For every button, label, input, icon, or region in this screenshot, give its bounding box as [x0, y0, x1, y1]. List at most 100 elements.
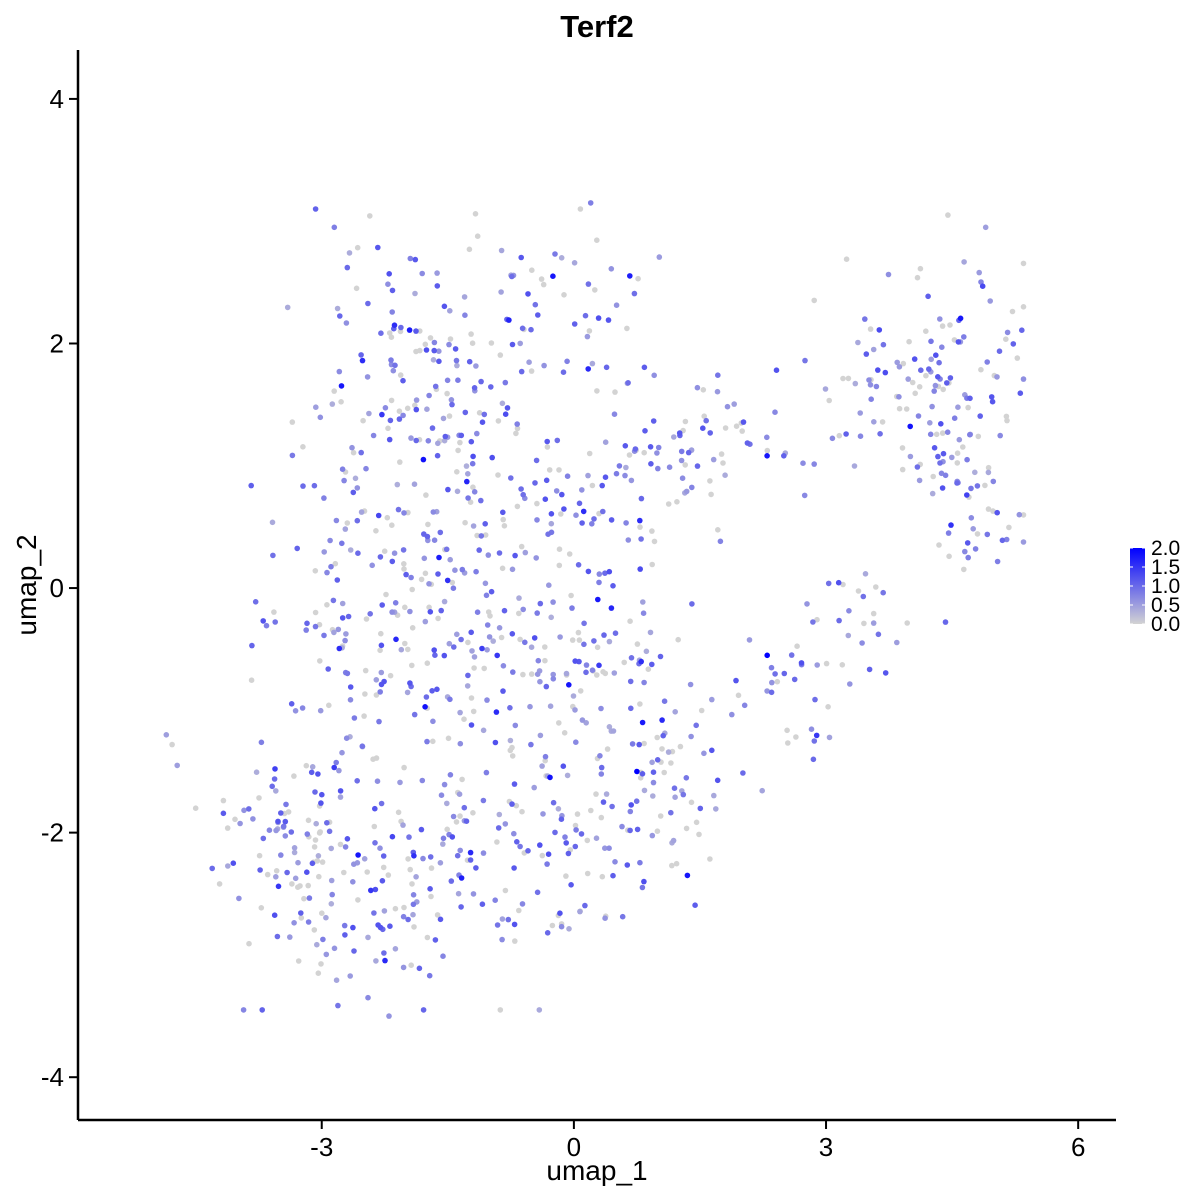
cell-point — [502, 411, 509, 418]
cell-point — [500, 688, 506, 694]
cell-point — [846, 608, 852, 614]
cell-point — [502, 379, 509, 386]
cell-point — [493, 709, 500, 715]
cell-point — [444, 826, 451, 833]
cell-point — [425, 521, 431, 528]
cell-point — [985, 469, 992, 476]
cell-point — [972, 546, 979, 552]
cell-point — [317, 829, 324, 835]
cell-point — [556, 562, 563, 569]
cell-point — [485, 552, 492, 558]
cell-point — [584, 837, 591, 844]
cell-point — [545, 531, 551, 537]
cell-point — [458, 904, 464, 910]
cell-point — [495, 825, 502, 831]
cell-point — [637, 566, 643, 572]
cell-point — [447, 308, 453, 314]
cell-point — [940, 450, 947, 457]
cell-point — [641, 449, 647, 456]
cell-point — [390, 367, 397, 374]
cell-point — [547, 774, 553, 781]
cell-point — [434, 452, 441, 459]
cell-point — [331, 224, 338, 231]
cell-point — [550, 799, 557, 806]
cell-point — [444, 800, 450, 807]
cell-point — [709, 747, 715, 754]
cell-point — [431, 647, 438, 653]
cell-point — [413, 874, 419, 880]
cell-point — [413, 328, 419, 334]
cell-point — [465, 495, 471, 501]
cell-point — [967, 395, 973, 402]
cell-point — [478, 378, 484, 385]
cell-point — [448, 397, 455, 403]
cell-point — [400, 822, 406, 828]
cell-point — [427, 886, 433, 892]
cell-point — [566, 926, 572, 932]
cell-point — [312, 623, 319, 630]
cell-point — [634, 768, 640, 775]
cell-point — [316, 873, 322, 880]
cell-point — [764, 688, 770, 694]
cell-point — [400, 913, 407, 920]
cell-point — [299, 705, 306, 711]
cell-point — [965, 554, 971, 561]
cell-point — [337, 794, 344, 800]
cell-point — [338, 399, 344, 405]
cell-point — [499, 936, 505, 943]
cell-point — [632, 446, 639, 452]
cell-point — [272, 619, 279, 625]
cell-point — [628, 705, 634, 712]
cell-point — [471, 489, 478, 495]
cell-point — [381, 908, 388, 914]
cell-point — [641, 679, 647, 686]
cell-point — [857, 410, 863, 416]
cell-point — [875, 631, 882, 638]
cell-point — [389, 522, 395, 528]
cell-point — [665, 749, 672, 755]
cell-point — [871, 419, 877, 425]
cell-point — [389, 309, 396, 315]
cell-point — [825, 580, 832, 587]
cell-point — [861, 620, 867, 627]
cell-point — [639, 771, 646, 777]
x-tick-label: -3 — [310, 1132, 333, 1162]
cell-point — [354, 517, 361, 524]
cell-point — [402, 640, 408, 647]
cell-point — [654, 734, 660, 741]
cell-point — [373, 677, 380, 683]
cell-point — [269, 519, 276, 526]
cell-point — [377, 845, 383, 851]
cell-point — [494, 922, 501, 928]
cell-point — [722, 425, 729, 431]
cell-point — [169, 741, 175, 748]
cell-point — [435, 571, 441, 577]
cell-point — [623, 464, 629, 471]
cell-point — [642, 428, 648, 434]
cell-point — [312, 609, 319, 616]
cell-point — [366, 410, 372, 417]
cell-point — [379, 602, 386, 608]
cell-point — [365, 300, 371, 307]
cell-point — [470, 891, 477, 897]
cell-point — [650, 418, 657, 424]
ticks-layer: -3 0 3 6 -4 -2 0 2 4 — [41, 84, 1086, 1162]
cell-point — [355, 852, 361, 858]
cell-point — [337, 788, 344, 794]
cell-point — [558, 923, 565, 930]
cell-point — [457, 813, 463, 819]
cell-point — [596, 662, 602, 669]
cell-point — [513, 802, 520, 809]
cell-point — [638, 495, 645, 502]
cell-point — [344, 670, 351, 677]
cell-point — [701, 413, 707, 420]
cell-point — [550, 273, 556, 280]
cell-point — [894, 359, 900, 366]
cell-point — [826, 734, 833, 741]
cell-point — [629, 741, 636, 747]
cell-point — [511, 830, 517, 837]
cell-point — [811, 297, 817, 304]
cell-point — [533, 457, 540, 464]
cell-point — [717, 538, 724, 545]
cell-point — [347, 697, 354, 703]
